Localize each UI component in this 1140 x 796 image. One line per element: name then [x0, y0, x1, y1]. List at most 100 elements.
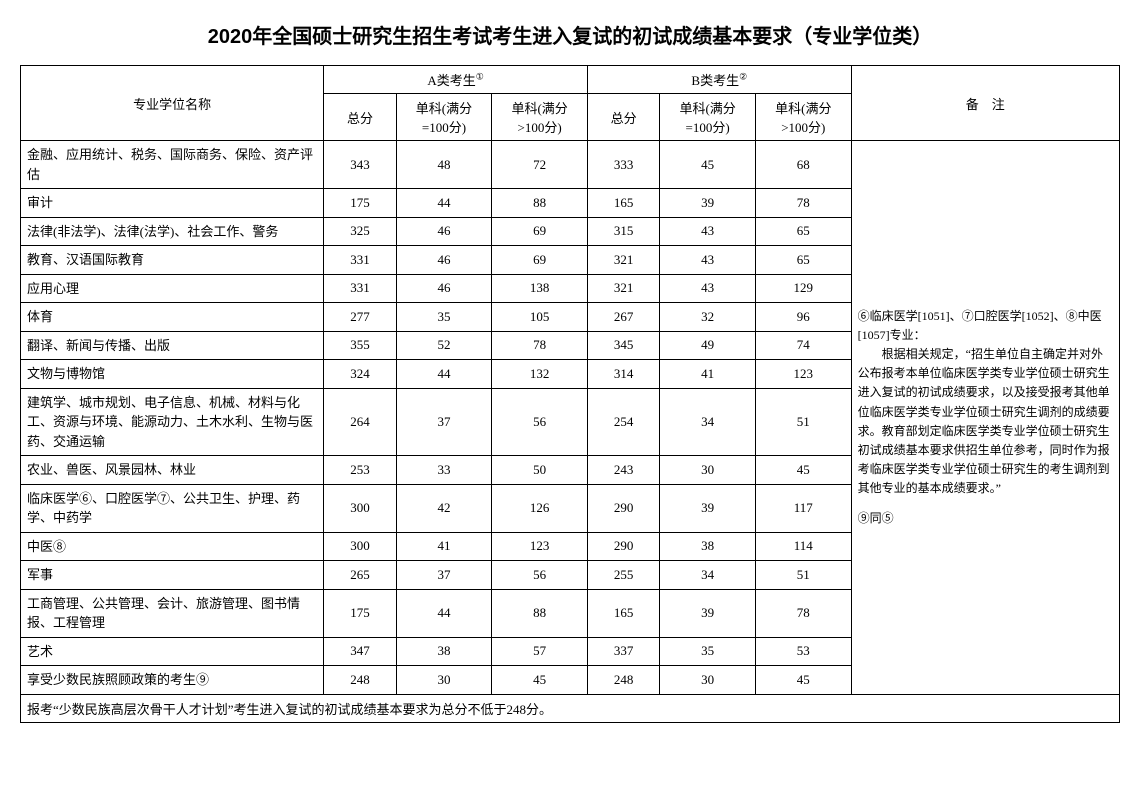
- header-a-s100: 单科(满分=100分): [396, 94, 492, 141]
- cell-b-s100: 43: [660, 274, 756, 303]
- cell-b-sg100: 51: [755, 388, 851, 456]
- cell-b-sg100: 51: [755, 561, 851, 590]
- cell-a-sg100: 72: [492, 141, 588, 189]
- cell-b-s100: 43: [660, 246, 756, 275]
- cell-a-sg100: 78: [492, 331, 588, 360]
- cell-b-total: 267: [587, 303, 659, 332]
- cell-b-total: 165: [587, 589, 659, 637]
- header-a-sg100: 单科(满分>100分): [492, 94, 588, 141]
- cell-a-s100: 38: [396, 637, 492, 666]
- cell-a-s100: 44: [396, 360, 492, 389]
- cell-a-sg100: 138: [492, 274, 588, 303]
- cell-b-s100: 38: [660, 532, 756, 561]
- cell-b-s100: 45: [660, 141, 756, 189]
- cell-major-name: 中医⑧: [21, 532, 324, 561]
- cell-major-name: 翻译、新闻与传播、出版: [21, 331, 324, 360]
- cell-b-sg100: 114: [755, 532, 851, 561]
- cell-a-total: 265: [324, 561, 396, 590]
- header-name: 专业学位名称: [21, 66, 324, 141]
- cell-b-total: 345: [587, 331, 659, 360]
- cell-major-name: 文物与博物馆: [21, 360, 324, 389]
- cell-b-total: 165: [587, 189, 659, 218]
- cell-a-sg100: 105: [492, 303, 588, 332]
- cell-b-s100: 34: [660, 388, 756, 456]
- cell-b-total: 321: [587, 274, 659, 303]
- remark-body: 根据相关规定，“招生单位自主确定并对外公布报考本单位临床医学类专业学位硕士研究生…: [858, 345, 1113, 499]
- cell-a-total: 324: [324, 360, 396, 389]
- cell-a-total: 300: [324, 484, 396, 532]
- cell-major-name: 建筑学、城市规划、电子信息、机械、材料与化工、资源与环境、能源动力、土木水利、生…: [21, 388, 324, 456]
- cell-a-total: 277: [324, 303, 396, 332]
- cell-a-s100: 52: [396, 331, 492, 360]
- cell-a-s100: 37: [396, 561, 492, 590]
- cell-a-s100: 42: [396, 484, 492, 532]
- cell-a-total: 175: [324, 589, 396, 637]
- header-group-a: A类考生①: [324, 66, 588, 94]
- header-b-sg100: 单科(满分>100分): [755, 94, 851, 141]
- cell-b-sg100: 96: [755, 303, 851, 332]
- cell-b-total: 290: [587, 532, 659, 561]
- cell-b-sg100: 123: [755, 360, 851, 389]
- header-group-b-sup: ②: [739, 72, 747, 82]
- header-remark: 备 注: [851, 66, 1119, 141]
- cell-a-s100: 44: [396, 589, 492, 637]
- cell-b-s100: 39: [660, 484, 756, 532]
- header-group-a-sup: ①: [476, 72, 484, 82]
- cell-a-sg100: 56: [492, 388, 588, 456]
- cell-a-s100: 44: [396, 189, 492, 218]
- cell-major-name: 应用心理: [21, 274, 324, 303]
- table-row: 金融、应用统计、税务、国际商务、保险、资产评估34348723334568⑥临床…: [21, 141, 1120, 189]
- cell-b-total: 315: [587, 217, 659, 246]
- cell-a-total: 300: [324, 532, 396, 561]
- cell-a-total: 355: [324, 331, 396, 360]
- cell-a-total: 331: [324, 246, 396, 275]
- table-body: 金融、应用统计、税务、国际商务、保险、资产评估34348723334568⑥临床…: [21, 141, 1120, 695]
- cell-a-s100: 37: [396, 388, 492, 456]
- cell-b-s100: 35: [660, 637, 756, 666]
- cell-a-total: 253: [324, 456, 396, 485]
- cell-a-s100: 48: [396, 141, 492, 189]
- cell-a-sg100: 57: [492, 637, 588, 666]
- cell-b-s100: 30: [660, 456, 756, 485]
- table-footnote: 报考“少数民族高层次骨干人才计划”考生进入复试的初试成绩基本要求为总分不低于24…: [21, 694, 1120, 722]
- cell-a-sg100: 123: [492, 532, 588, 561]
- score-table: 专业学位名称 A类考生① B类考生② 备 注 总分 单科(满分=100分) 单科…: [20, 65, 1120, 723]
- cell-a-s100: 46: [396, 274, 492, 303]
- cell-a-s100: 46: [396, 246, 492, 275]
- cell-major-name: 工商管理、公共管理、会计、旅游管理、图书情报、工程管理: [21, 589, 324, 637]
- cell-b-total: 314: [587, 360, 659, 389]
- page-title: 2020年全国硕士研究生招生考试考生进入复试的初试成绩基本要求（专业学位类）: [20, 20, 1120, 49]
- cell-a-s100: 41: [396, 532, 492, 561]
- cell-a-sg100: 88: [492, 189, 588, 218]
- cell-b-total: 290: [587, 484, 659, 532]
- cell-b-sg100: 117: [755, 484, 851, 532]
- remark-cell: ⑥临床医学[1051]、⑦口腔医学[1052]、⑧中医[1057]专业：根据相关…: [851, 141, 1119, 695]
- cell-b-sg100: 45: [755, 456, 851, 485]
- cell-b-s100: 39: [660, 189, 756, 218]
- cell-a-sg100: 69: [492, 217, 588, 246]
- remark-line1: ⑥临床医学[1051]、⑦口腔医学[1052]、⑧中医[1057]专业：: [858, 307, 1113, 345]
- cell-b-sg100: 65: [755, 246, 851, 275]
- header-group-b: B类考生②: [587, 66, 851, 94]
- cell-a-sg100: 45: [492, 666, 588, 695]
- cell-major-name: 金融、应用统计、税务、国际商务、保险、资产评估: [21, 141, 324, 189]
- cell-b-sg100: 78: [755, 589, 851, 637]
- cell-major-name: 教育、汉语国际教育: [21, 246, 324, 275]
- cell-major-name: 享受少数民族照顾政策的考生⑨: [21, 666, 324, 695]
- cell-major-name: 审计: [21, 189, 324, 218]
- cell-major-name: 体育: [21, 303, 324, 332]
- cell-a-total: 264: [324, 388, 396, 456]
- cell-b-sg100: 129: [755, 274, 851, 303]
- cell-major-name: 农业、兽医、风景园林、林业: [21, 456, 324, 485]
- cell-b-total: 333: [587, 141, 659, 189]
- cell-b-total: 255: [587, 561, 659, 590]
- cell-b-s100: 43: [660, 217, 756, 246]
- cell-major-name: 艺术: [21, 637, 324, 666]
- cell-a-s100: 30: [396, 666, 492, 695]
- header-group-b-label: B类考生: [691, 73, 739, 88]
- cell-b-sg100: 45: [755, 666, 851, 695]
- cell-b-total: 337: [587, 637, 659, 666]
- cell-b-sg100: 53: [755, 637, 851, 666]
- table-header: 专业学位名称 A类考生① B类考生② 备 注 总分 单科(满分=100分) 单科…: [21, 66, 1120, 141]
- cell-a-s100: 33: [396, 456, 492, 485]
